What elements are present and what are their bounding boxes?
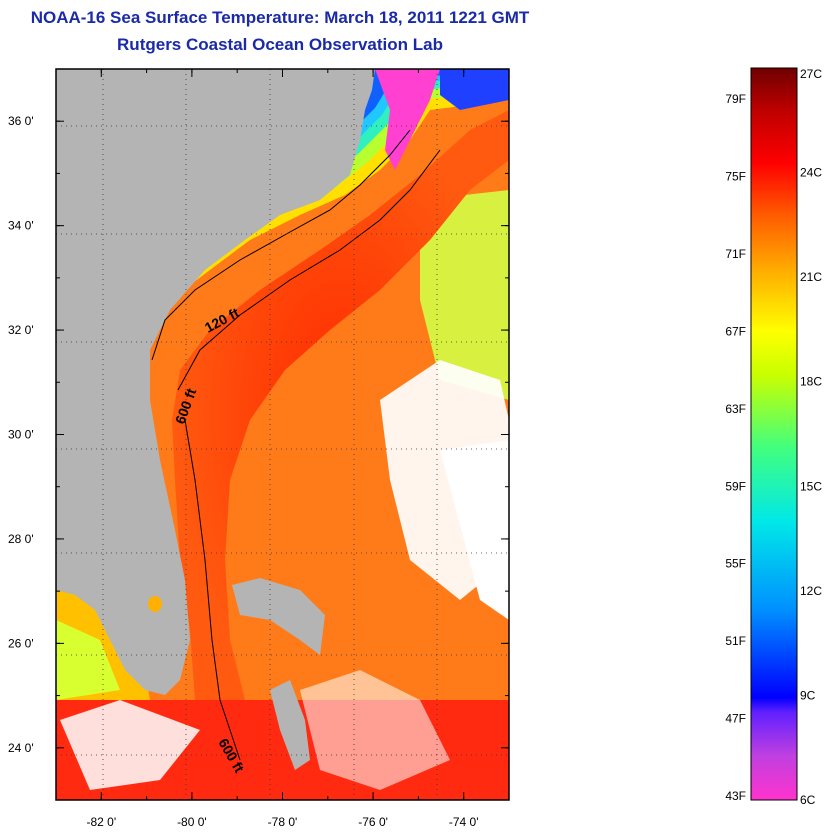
land-bahamas — [232, 578, 325, 655]
latitude-tick-label: 28 0' — [8, 532, 34, 546]
map-title: NOAA-16 Sea Surface Temperature: March 1… — [30, 8, 530, 27]
latitude-tick-label: 26 0' — [8, 636, 34, 650]
colorbar-celsius-label: 21C — [800, 270, 822, 284]
latitude-tick-label: 34 0' — [8, 219, 34, 233]
latitude-tick-label: 32 0' — [8, 323, 34, 337]
latitude-tick-label: 24 0' — [8, 741, 34, 755]
colorbar-celsius-label: 15C — [800, 479, 822, 493]
colorbar-celsius-label: 12C — [800, 584, 822, 598]
map-subtitle: Rutgers Coastal Ocean Observation Lab — [117, 35, 443, 54]
graticule — [56, 69, 509, 800]
colorbar-fahrenheit-label: 67F — [725, 324, 746, 338]
colorbar-fahrenheit-label: 75F — [725, 169, 746, 183]
colorbar-celsius-label: 27C — [800, 67, 822, 81]
colorbar-fahrenheit-labels: 79F 75F 71F 67F 63F 59F 55F 51F 47F 43F — [725, 92, 746, 803]
longitude-tick-label: -82 0' — [86, 815, 116, 829]
colorbar-fahrenheit-label: 71F — [725, 247, 746, 261]
longitude-tick-label: -80 0' — [177, 815, 207, 829]
colorbar-fahrenheit-label: 79F — [725, 92, 746, 106]
colorbar-celsius-label: 9C — [800, 688, 816, 702]
colorbar-fahrenheit-label: 47F — [725, 712, 746, 726]
colorbar-celsius-label: 6C — [800, 793, 816, 807]
land-us-southeast — [56, 69, 375, 695]
latitude-tick-label: 30 0' — [8, 428, 34, 442]
colorbar-celsius-label: 18C — [800, 375, 822, 389]
longitude-axis: -82 0' -80 0' -78 0' -76 0' -74 0' — [55, 69, 510, 829]
colorbar-celsius-labels: 27C 24C 21C 18C 15C 12C 9C 6C — [800, 67, 822, 807]
longitude-tick-label: -74 0' — [449, 815, 479, 829]
longitude-tick-label: -76 0' — [358, 815, 388, 829]
colorbar — [750, 67, 798, 801]
sst-field — [56, 69, 509, 800]
colorbar-fahrenheit-label: 59F — [725, 479, 746, 493]
colorbar-fahrenheit-label: 55F — [725, 557, 746, 571]
colorbar-fahrenheit-label: 43F — [725, 789, 746, 803]
latitude-tick-label: 36 0' — [8, 114, 34, 128]
latitude-axis: 24 0' 26 0' 28 0' 30 0' 32 0' 34 0' 36 0' — [8, 68, 509, 801]
colorbar-fahrenheit-label: 51F — [725, 634, 746, 648]
colorbar-celsius-label: 24C — [800, 166, 822, 180]
colorbar-fahrenheit-label: 63F — [725, 402, 746, 416]
longitude-tick-label: -78 0' — [268, 815, 298, 829]
